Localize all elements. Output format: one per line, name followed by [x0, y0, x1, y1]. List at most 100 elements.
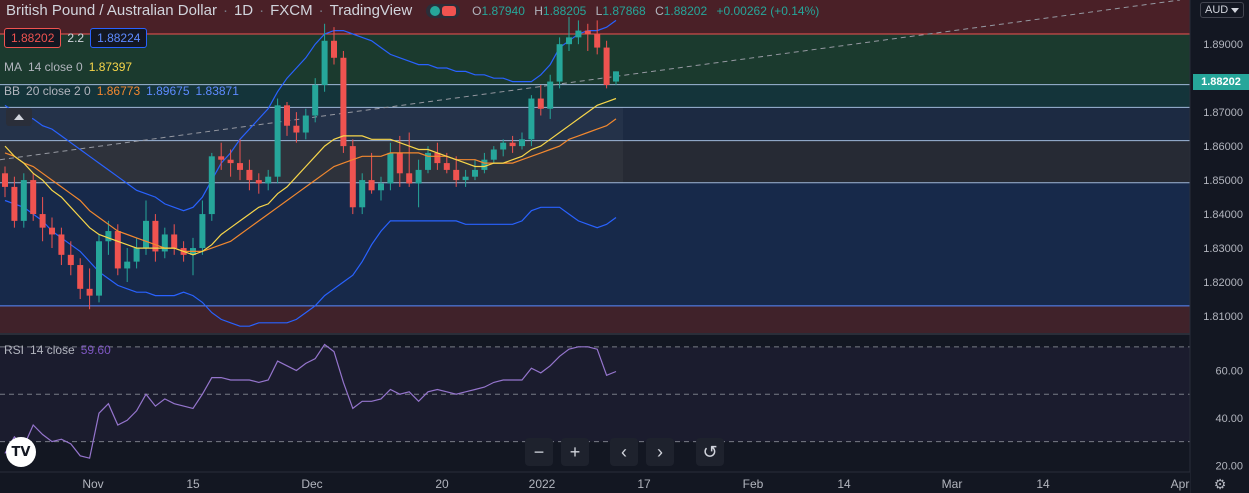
settings-button[interactable]: ⚙: [1212, 476, 1228, 492]
candle-body: [321, 40, 328, 85]
zoom-out-button[interactable]: −: [525, 438, 553, 466]
time-tick-label: 14: [1036, 477, 1050, 491]
price-zone: [0, 107, 1190, 141]
collapse-legend-button[interactable]: [6, 108, 32, 126]
symbol-title[interactable]: British Pound / Australian Dollar: [6, 2, 217, 19]
candle-body: [425, 152, 431, 170]
candle-body: [312, 84, 319, 116]
candle: [67, 241, 74, 276]
tv-logo-icon: TV: [11, 444, 31, 460]
trend-line: [0, 0, 1181, 161]
candle: [161, 227, 168, 259]
candle: [566, 16, 572, 51]
ma-params: 14 close 0: [28, 60, 83, 74]
candle-body: [77, 265, 84, 289]
candle: [312, 78, 319, 123]
price-tick-label: 1.82000: [1203, 277, 1243, 289]
candle-body: [519, 139, 525, 147]
candle-body: [340, 57, 347, 147]
sell-button[interactable]: 1.88202: [4, 28, 62, 48]
candle: [378, 176, 384, 201]
price-zone: [0, 84, 1190, 108]
candle: [575, 20, 582, 45]
candle-body: [434, 152, 441, 164]
time-tick-label: 17: [637, 477, 651, 491]
bb-name: BB: [4, 84, 21, 98]
price-tick-label: 1.89000: [1203, 39, 1243, 51]
bb-upper-value: 1.89675: [146, 84, 190, 98]
candle: [302, 108, 309, 140]
bb-legend[interactable]: BB 20 close 2 0 1.86773 1.89675 1.83871: [4, 84, 239, 98]
market-status-toggle[interactable]: [426, 3, 461, 18]
candle: [58, 227, 65, 266]
horizontal-levels: [0, 0, 1190, 307]
candle: [124, 248, 131, 283]
time-tick-label: 20: [435, 477, 449, 491]
change-value: +0.00262 (+0.14%): [716, 3, 820, 18]
open-value: 1.87940: [481, 3, 525, 18]
candle-body: [415, 169, 422, 184]
candle-body: [472, 169, 478, 177]
candle-body: [613, 71, 619, 82]
rsi-tick-label: 20.00: [1215, 460, 1243, 472]
candle-body: [246, 169, 253, 181]
candle: [114, 224, 121, 276]
candle: [603, 40, 610, 89]
chevron-down-icon: [1231, 7, 1240, 13]
candle-body: [387, 152, 394, 184]
rsi-line: [4, 343, 617, 459]
candle: [86, 268, 93, 310]
bb-params: 20 close 2 0: [26, 84, 91, 98]
reset-chart-button[interactable]: ↺: [696, 438, 724, 466]
ma-value: 1.87397: [88, 60, 133, 74]
candle: [199, 200, 206, 255]
price-zone: [0, 305, 1190, 333]
candle: [96, 234, 102, 303]
candle: [528, 95, 535, 147]
candle-body: [378, 183, 384, 191]
ma-legend[interactable]: MA 14 close 0 1.87397: [4, 60, 132, 74]
chart-header: British Pound / Australian Dollar · 1D ·…: [6, 2, 820, 19]
candle-body: [302, 115, 309, 133]
candle: [509, 135, 516, 153]
candle: [143, 200, 149, 255]
price-zones: [0, 0, 1190, 333]
candle-body: [293, 125, 300, 133]
buy-button[interactable]: 1.88224: [90, 28, 148, 48]
candle-body: [237, 163, 243, 170]
tradingview-logo[interactable]: TV: [6, 437, 36, 467]
candle: [519, 132, 525, 150]
candle: [613, 71, 619, 85]
candle-body: [133, 248, 140, 262]
currency-button[interactable]: AUD: [1200, 2, 1245, 18]
candle-body: [86, 288, 93, 296]
gear-icon: ⚙: [1213, 475, 1227, 492]
candle-body: [406, 173, 413, 184]
candle: [453, 156, 460, 187]
candle-body: [481, 159, 488, 170]
time-tick-label: Nov: [82, 477, 103, 491]
indicator-lines: [4, 97, 617, 256]
candle-body: [49, 227, 55, 235]
candle-body: [171, 234, 178, 249]
rsi-name: RSI: [4, 343, 25, 357]
minus-icon: −: [533, 441, 545, 462]
source-label: TradingView: [329, 2, 413, 19]
candle-body: [349, 146, 356, 208]
candle-body: [143, 220, 149, 249]
scroll-left-button[interactable]: ‹: [610, 438, 638, 466]
candle-body: [556, 44, 563, 82]
candle-body: [105, 231, 112, 242]
zoom-in-button[interactable]: +: [561, 438, 589, 466]
candle: [556, 37, 563, 89]
price-tick-label: 1.81000: [1203, 311, 1243, 323]
candle-body: [453, 169, 460, 181]
rsi-legend[interactable]: RSI 14 close 59.60: [4, 343, 111, 357]
interval-label[interactable]: 1D: [233, 2, 254, 19]
scroll-right-button[interactable]: ›: [646, 438, 674, 466]
candle: [547, 74, 554, 119]
candle-body: [124, 261, 131, 269]
candle-body: [584, 30, 591, 34]
candle-body: [462, 176, 469, 181]
